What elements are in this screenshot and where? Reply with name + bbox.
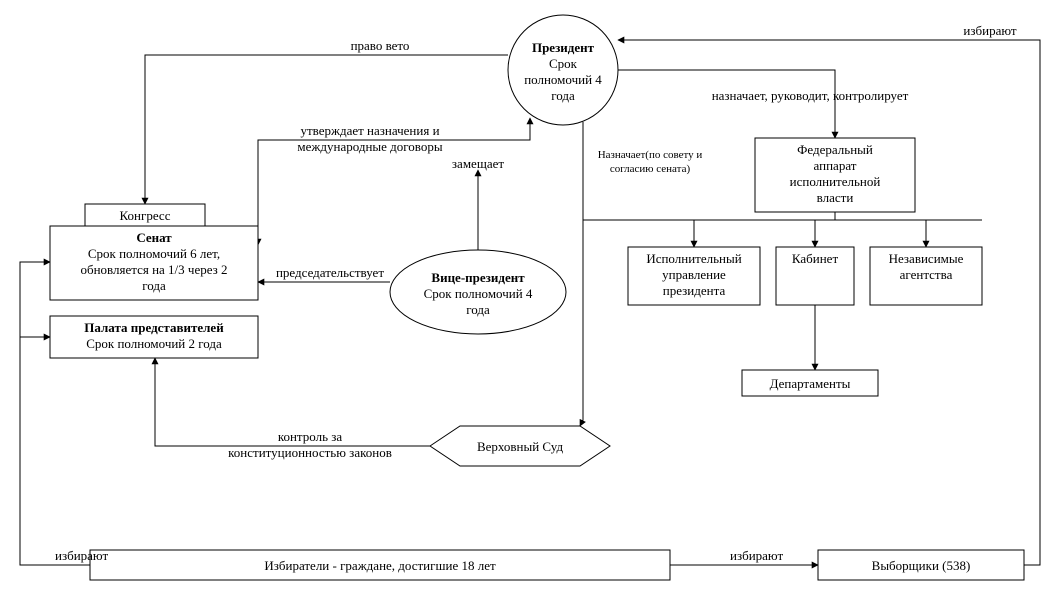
svg-text:Вице-президент: Вице-президент [431,270,525,285]
svg-text:управление: управление [662,267,726,282]
svg-text:Выборщики (538): Выборщики (538) [872,558,971,573]
svg-text:замещает: замещает [452,156,504,171]
svg-text:согласию сената): согласию сената) [610,163,691,175]
svg-text:Сенат: Сенат [136,230,172,245]
svg-text:избирают: избирают [55,548,108,563]
svg-text:Верховный Суд: Верховный Суд [477,439,564,454]
svg-text:агентства: агентства [900,267,953,282]
svg-text:избирают: избирают [963,23,1016,38]
svg-text:контроль за: контроль за [278,429,343,444]
svg-text:полномочий 4: полномочий 4 [524,72,602,87]
svg-text:обновляется на 1/3 через 2: обновляется на 1/3 через 2 [80,262,227,277]
svg-text:года: года [142,278,166,293]
government-diagram: ПрезидентСрокполномочий 4годаВице-презид… [0,0,1049,607]
svg-text:председательствует: председательствует [276,265,384,280]
svg-text:Срок полномочий 2 года: Срок полномочий 2 года [86,336,222,351]
svg-text:Назначает(по совету и: Назначает(по совету и [598,149,703,161]
svg-text:международные договоры: международные договоры [297,139,442,154]
svg-text:аппарат: аппарат [814,158,857,173]
svg-text:избирают: избирают [730,548,783,563]
svg-text:власти: власти [817,190,854,205]
svg-text:Срок полномочий 4: Срок полномочий 4 [424,286,533,301]
svg-text:Срок полномочий 6 лет,: Срок полномочий 6 лет, [88,246,220,261]
svg-text:право вето: право вето [351,38,410,53]
svg-text:Федеральный: Федеральный [797,142,873,157]
svg-text:Избиратели - граждане, достигш: Избиратели - граждане, достигшие 18 лет [264,558,496,573]
svg-text:Президент: Президент [532,40,595,55]
svg-text:утверждает назначения и: утверждает назначения и [300,123,439,138]
svg-text:президента: президента [663,283,726,298]
svg-text:Кабинет: Кабинет [792,251,839,266]
svg-text:Департаменты: Департаменты [770,376,851,391]
svg-text:исполнительной: исполнительной [790,174,881,189]
svg-text:конституционностью законов: конституционностью законов [228,445,392,460]
svg-text:Палата представителей: Палата представителей [84,320,224,335]
svg-text:года: года [551,88,575,103]
svg-text:Независимые: Независимые [889,251,964,266]
svg-text:Срок: Срок [549,56,578,71]
svg-text:назначает, руководит, контроли: назначает, руководит, контролирует [712,88,909,103]
svg-text:года: года [466,302,490,317]
svg-text:Исполнительный: Исполнительный [646,251,741,266]
svg-text:Конгресс: Конгресс [120,208,171,223]
